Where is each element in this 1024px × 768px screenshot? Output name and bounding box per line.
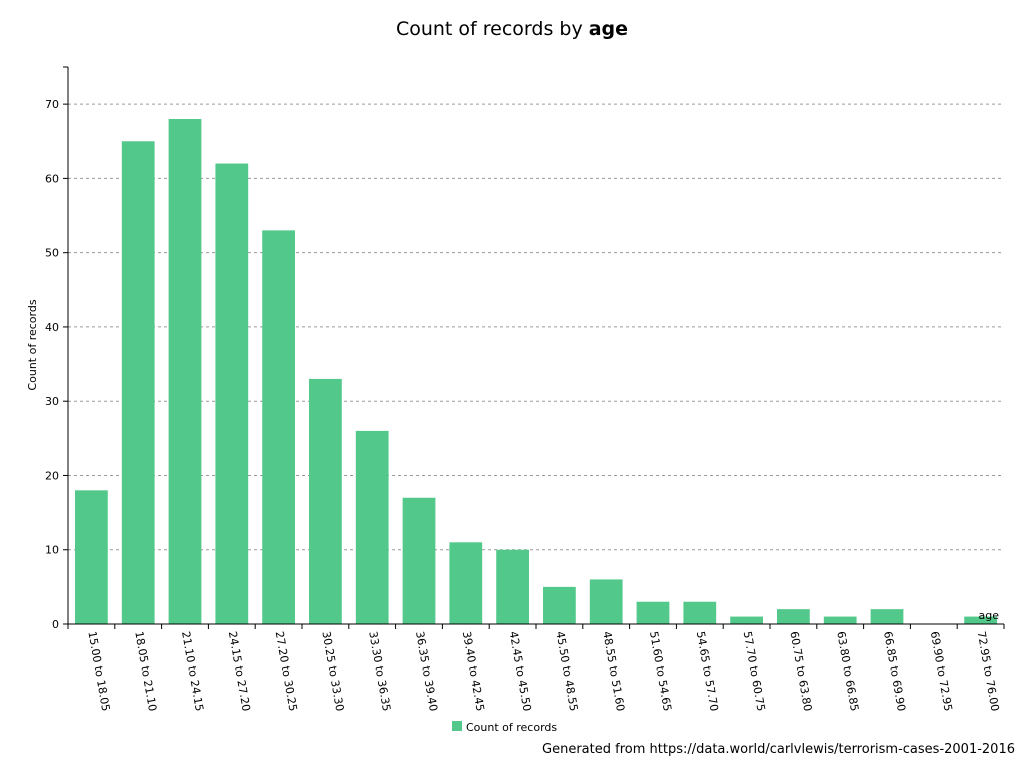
bars xyxy=(75,118,997,625)
y-tick-label: 20 xyxy=(45,469,59,482)
x-tick-label: 72.95 to 76.00 xyxy=(975,630,1002,712)
x-axis-ticks: 15.00 to 18.05 18.05 to 21.10 21.10 to 24.… xyxy=(67,624,1005,712)
legend: Count of records xyxy=(452,721,557,734)
bar xyxy=(964,616,997,624)
x-tick-label: 33.30 to 36.35 xyxy=(366,630,393,712)
bar xyxy=(496,549,529,624)
gridlines xyxy=(68,103,1004,551)
x-tick-label: 69.90 to 72.95 xyxy=(928,630,955,712)
x-tick-label: 15.00 to 18.05 xyxy=(85,630,112,712)
x-tick-label: 51.60 to 54.65 xyxy=(647,630,674,712)
y-axis-ticks: 0 10 20 30 40 50 60 70 xyxy=(45,98,68,631)
bar xyxy=(75,490,108,624)
bar xyxy=(636,601,670,624)
x-tick-label: 66.85 to 69.90 xyxy=(881,630,908,712)
legend-label: Count of records xyxy=(466,721,557,734)
bar xyxy=(823,616,857,624)
x-tick-label: 27.20 to 30.25 xyxy=(273,630,300,712)
chart-title-emphasis: age xyxy=(588,18,629,40)
x-tick-label: 30.25 to 33.30 xyxy=(319,630,346,712)
bar xyxy=(355,430,389,624)
chart-title: Count of records by age xyxy=(0,18,1024,40)
bar xyxy=(449,542,483,624)
x-tick-label: 18.05 to 21.10 xyxy=(132,630,159,712)
y-tick-label: 70 xyxy=(45,98,59,111)
axes xyxy=(63,66,1004,625)
x-tick-label: 21.10 to 24.15 xyxy=(179,630,206,712)
y-tick-label: 0 xyxy=(52,618,59,631)
y-tick-label: 10 xyxy=(45,544,59,557)
x-tick-label: 63.80 to 66.85 xyxy=(834,630,861,712)
x-tick-label: 54.65 to 57.70 xyxy=(694,630,721,712)
bar xyxy=(777,609,810,624)
bar xyxy=(730,616,763,624)
y-tick-label: 30 xyxy=(45,395,59,408)
bar xyxy=(402,497,436,624)
bar xyxy=(683,601,717,624)
chart-title-prefix: Count of records by xyxy=(395,18,589,40)
x-axis-label: age xyxy=(979,609,1000,622)
bar xyxy=(215,163,249,624)
source-footer: Generated from https://data.world/carlvl… xyxy=(542,742,1015,757)
bar xyxy=(121,141,155,624)
x-tick-label: 42.45 to 45.50 xyxy=(507,630,534,712)
bar xyxy=(589,579,623,624)
x-tick-label: 24.15 to 27.20 xyxy=(226,630,253,712)
x-tick-label: 39.40 to 42.45 xyxy=(460,630,487,712)
bar xyxy=(309,378,342,624)
bar xyxy=(870,609,904,624)
x-tick-label: 48.55 to 51.60 xyxy=(600,630,627,712)
bar xyxy=(262,230,295,625)
y-tick-label: 50 xyxy=(45,247,59,260)
x-tick-label: 57.70 to 60.75 xyxy=(741,630,768,712)
bar xyxy=(543,586,576,624)
y-tick-label: 40 xyxy=(45,321,59,334)
x-tick-label: 36.35 to 39.40 xyxy=(413,630,440,712)
y-axis-label: Count of records xyxy=(26,299,39,390)
bar xyxy=(168,118,202,624)
y-tick-label: 60 xyxy=(45,172,59,185)
legend-swatch xyxy=(452,721,462,731)
x-tick-label: 45.50 to 48.55 xyxy=(553,630,580,712)
x-tick-label: 60.75 to 63.80 xyxy=(787,630,814,712)
